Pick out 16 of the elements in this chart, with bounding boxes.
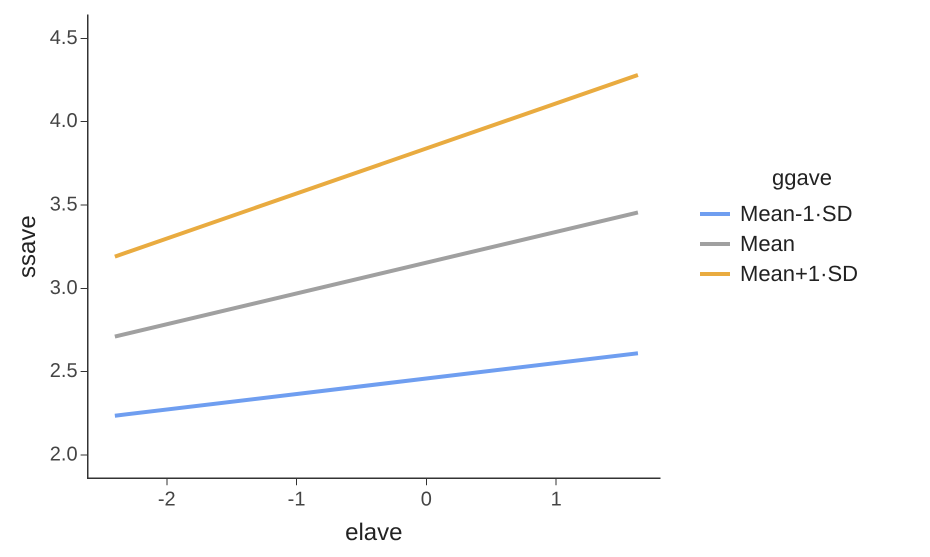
x-axis-title: elave (345, 519, 402, 546)
legend-label: Mean (740, 231, 796, 257)
y-tick-label: 4.5 (50, 26, 78, 49)
y-tick-label: 2.5 (50, 360, 78, 382)
x-tick-label: -2 (158, 488, 176, 511)
y-tick-label: 3.5 (50, 193, 78, 216)
legend-title: ggave (772, 165, 833, 191)
y-tick-label: 3.0 (50, 276, 78, 299)
y-tick-label: 4.0 (50, 110, 78, 132)
x-tick-label: 0 (420, 488, 432, 511)
legend-label: Mean-1·SD (740, 201, 852, 227)
y-tick-label: 2.0 (50, 443, 78, 466)
x-tick-label: 1 (550, 488, 562, 511)
y-axis-title: ssave (14, 215, 42, 278)
legend-label: Mean+1·SD (740, 261, 858, 287)
x-tick-label: -1 (288, 488, 306, 511)
